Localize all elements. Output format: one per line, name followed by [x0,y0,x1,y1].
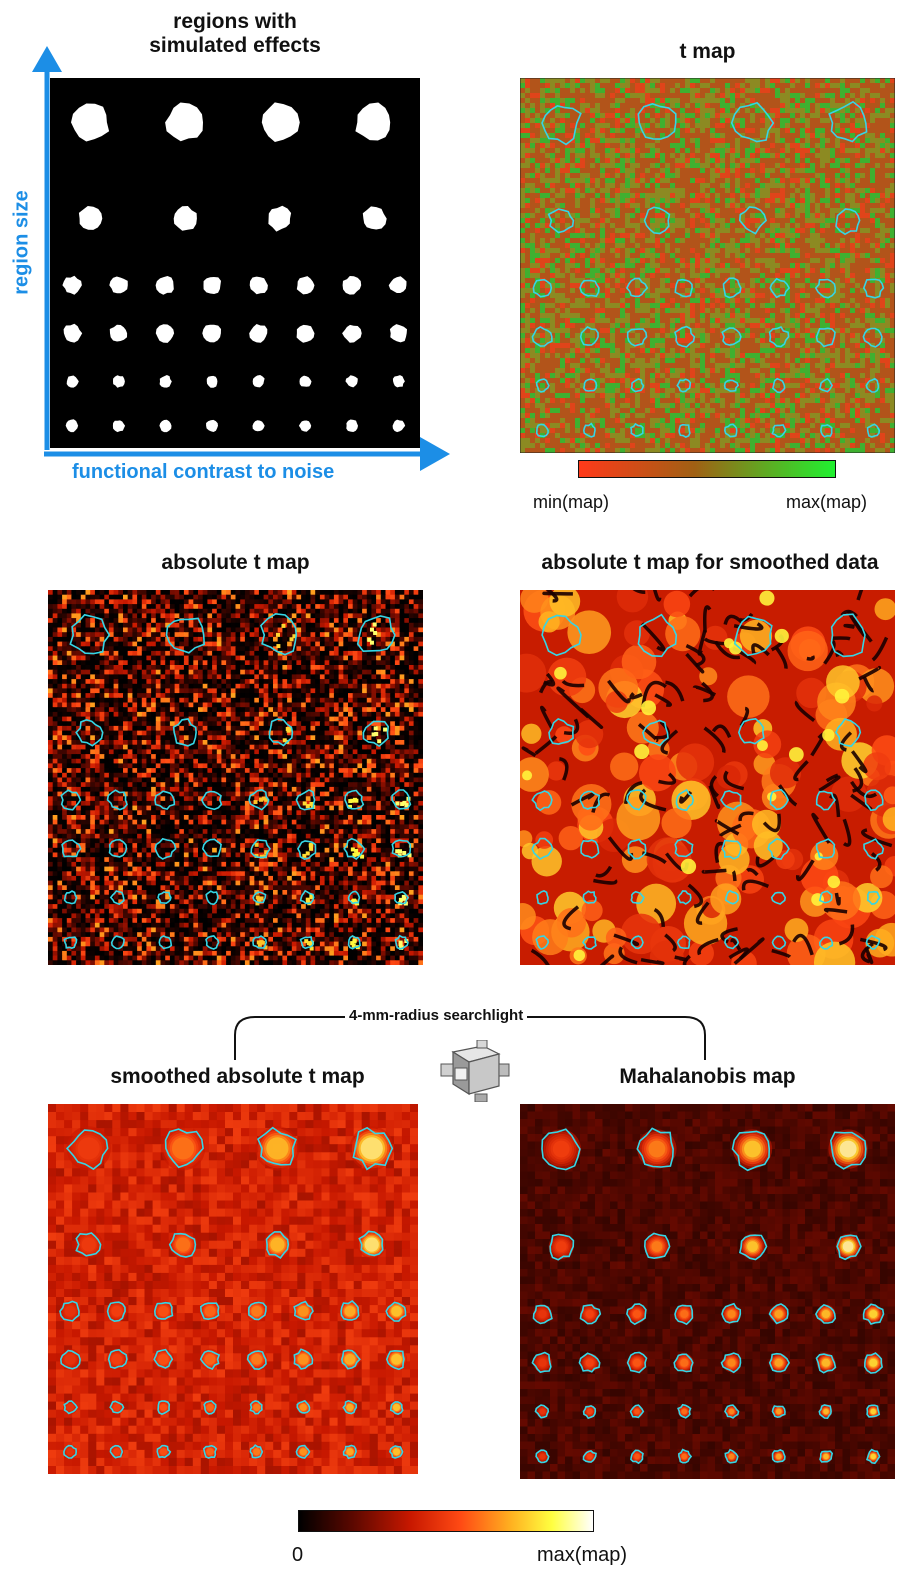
y-axis-label: region size [10,190,33,295]
t-map-colorbar-min-label: min(map) [533,492,610,512]
searchlight-label: 4-mm-radius searchlight [345,1007,528,1024]
smoothed-abs-t-image [48,1104,418,1474]
mahalanobis-title: Mahalanobis map [619,1065,796,1088]
abs-t-smoothed-data-title: absolute t map for smoothed data [541,551,879,574]
simulated-regions-image [50,78,420,448]
t-map-colorbar [578,460,836,478]
abs-t-smoothed-data-image [520,590,895,965]
x-axis-label: functional contrast to noise [72,461,335,483]
abs-t-map-title: absolute t map [161,551,310,574]
t-map-colorbar-max-label: max(map) [786,492,868,512]
y-axis-arrow [32,46,62,450]
hot-colorbar-max-label: max(map) [537,1544,628,1566]
hot-colorbar [298,1510,594,1532]
searchlight-cube-icon [440,1040,510,1102]
t-map-image [520,78,895,453]
hot-colorbar-min-label: 0 [292,1544,304,1566]
simulated-panel-title: regions with simulated effects [149,10,321,57]
x-axis-arrow [44,437,450,471]
abs-t-map-image [48,590,423,965]
smoothed-abs-t-title: smoothed absolute t map [110,1065,365,1088]
t-map-title: t map [679,40,736,63]
mahalanobis-image [520,1104,895,1479]
